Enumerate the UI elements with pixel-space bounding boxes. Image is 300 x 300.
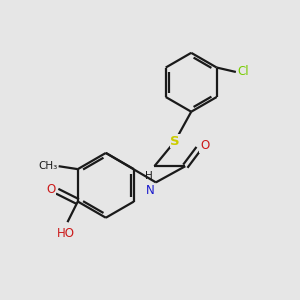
Text: H: H	[145, 171, 153, 181]
Text: O: O	[46, 183, 56, 196]
Text: S: S	[170, 135, 180, 148]
Text: Cl: Cl	[237, 65, 249, 79]
Text: HO: HO	[57, 226, 75, 240]
Text: O: O	[200, 139, 209, 152]
Text: CH₃: CH₃	[38, 161, 57, 171]
Text: N: N	[146, 184, 154, 197]
